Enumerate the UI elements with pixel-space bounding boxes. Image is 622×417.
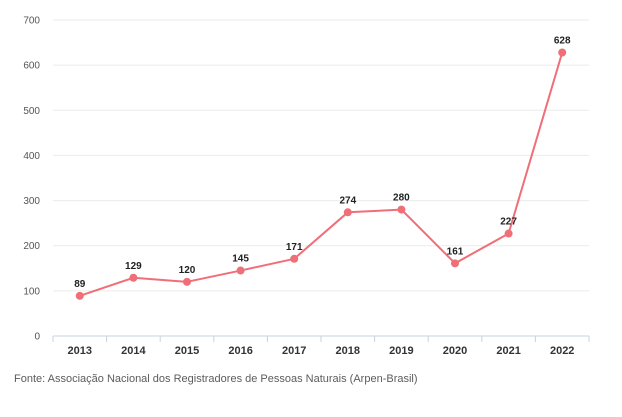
x-tick-label: 2022 — [550, 345, 574, 357]
series-line-group — [78, 51, 564, 297]
data-point — [236, 266, 245, 275]
data-label: 129 — [125, 261, 142, 272]
data-label: 89 — [74, 279, 86, 290]
data-point — [397, 205, 406, 214]
data-point — [451, 259, 459, 268]
y-tick-label: 600 — [23, 61, 40, 72]
data-label: 227 — [500, 217, 517, 228]
y-tick-label: 500 — [23, 106, 40, 117]
x-tick-label: 2014 — [121, 345, 146, 357]
x-tick-label: 2017 — [282, 345, 306, 357]
data-label: 161 — [447, 246, 464, 257]
y-tick-label: 100 — [23, 286, 40, 297]
gridlines — [53, 19, 589, 292]
x-tick-label: 2020 — [443, 345, 467, 357]
y-tick-label: 400 — [23, 151, 40, 162]
y-axis: 0 100 200 300 400 500 600 700 — [23, 16, 40, 343]
x-tick-label: 2021 — [496, 345, 520, 357]
x-tick-label: 2018 — [336, 345, 360, 357]
data-label: 274 — [339, 195, 356, 206]
x-tick-label: 2019 — [389, 345, 413, 357]
y-tick-label: 300 — [23, 196, 40, 207]
data-label: 120 — [179, 265, 196, 276]
x-tick-label: 2015 — [175, 345, 199, 357]
data-labels: 89 129 120 145 171 274 280 161 227 628 — [74, 36, 571, 290]
y-tick-label: 200 — [23, 241, 40, 252]
data-point — [504, 229, 513, 238]
data-point — [558, 48, 567, 57]
x-tick-label: 2013 — [68, 345, 92, 357]
data-label: 628 — [554, 36, 571, 47]
data-point — [129, 273, 138, 282]
x-tick-label: 2016 — [228, 345, 252, 357]
y-tick-label: 0 — [34, 332, 40, 343]
data-label: 145 — [232, 254, 249, 265]
data-label: 280 — [393, 193, 410, 204]
series-line — [78, 51, 564, 297]
data-point — [343, 208, 352, 217]
x-axis: 2013 2014 2015 2016 2017 2018 2019 2020 2021 2022 — [52, 335, 590, 357]
y-tick-label: 700 — [23, 16, 40, 27]
data-point — [75, 291, 84, 300]
source-note: Fonte: Associação Nacional dos Registrad… — [14, 373, 418, 385]
data-points — [75, 48, 567, 300]
data-point — [290, 254, 299, 263]
data-label: 171 — [286, 242, 303, 253]
data-point — [183, 277, 191, 286]
